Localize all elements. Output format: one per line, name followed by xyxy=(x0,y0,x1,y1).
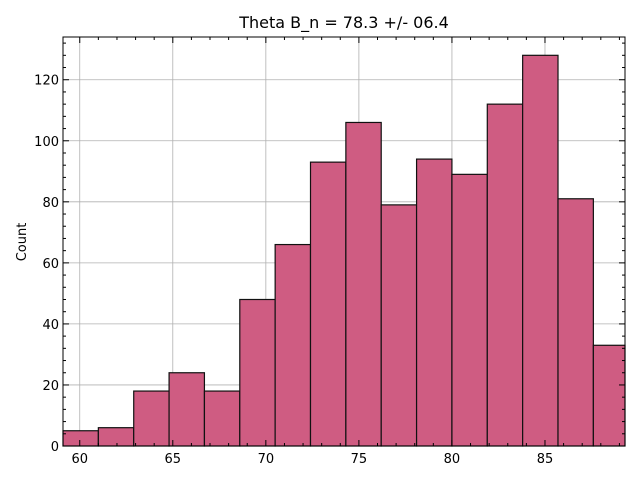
histogram-bar xyxy=(133,390,170,447)
x-tick-label: 65 xyxy=(165,452,182,467)
histogram-bar xyxy=(557,198,594,447)
histogram-bar xyxy=(522,54,559,447)
histogram-bar xyxy=(168,372,206,447)
histogram-bar xyxy=(592,344,626,447)
histogram-bar xyxy=(486,103,524,447)
histogram-bar xyxy=(62,430,99,447)
x-tick-label: 75 xyxy=(351,452,368,467)
y-tick-label: 20 xyxy=(42,379,59,394)
y-tick-label: 100 xyxy=(34,135,59,150)
histogram-bar xyxy=(239,298,276,447)
histogram-bar xyxy=(380,204,418,447)
y-tick-label: 60 xyxy=(42,257,59,272)
histogram-bar xyxy=(97,427,135,447)
plot-frame xyxy=(62,36,626,447)
bars xyxy=(62,54,626,447)
x-tick-label: 80 xyxy=(444,452,461,467)
x-tick-label: 85 xyxy=(537,452,554,467)
y-tick-label: 80 xyxy=(42,196,59,211)
histogram-bar xyxy=(415,158,453,447)
ticks: 60 65 70 75 80 85 0 20 40 60 80 100 120 xyxy=(34,37,625,467)
histogram-bar xyxy=(274,243,312,447)
y-tick-label: 0 xyxy=(51,440,59,455)
y-axis-label: Count xyxy=(15,223,30,262)
x-tick-label: 70 xyxy=(258,452,275,467)
chart-title: Theta B_n = 78.3 +/- 06.4 xyxy=(238,13,449,33)
histogram-bar xyxy=(309,161,347,447)
x-tick-label: 60 xyxy=(71,452,88,467)
histogram-bar xyxy=(451,173,488,447)
histogram-bar xyxy=(345,121,382,447)
histogram-bar xyxy=(203,390,241,447)
y-tick-label: 120 xyxy=(34,74,59,89)
y-tick-label: 40 xyxy=(42,318,59,333)
